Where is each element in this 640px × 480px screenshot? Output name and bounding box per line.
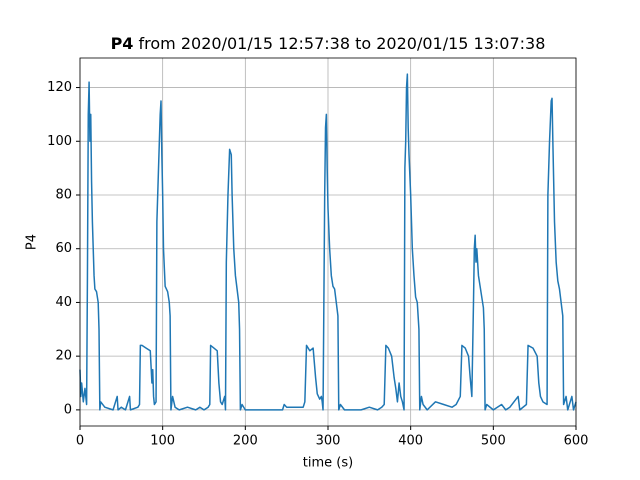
x-tick-label: 600 <box>564 434 589 449</box>
y-tick-label: 100 <box>47 134 72 149</box>
y-tick-label: 0 <box>64 402 72 417</box>
chart-title: P4 from 2020/01/15 12:57:38 to 2020/01/1… <box>111 34 546 53</box>
y-tick-label: 120 <box>47 80 72 95</box>
data-line <box>79 73 577 411</box>
plot-frame <box>79 57 577 427</box>
y-tick-label: 60 <box>55 241 72 256</box>
y-tick-label: 40 <box>55 295 72 310</box>
x-tick-label: 300 <box>316 434 341 449</box>
x-axis-label: time (s) <box>303 456 353 471</box>
title-text: from 2020/01/15 12:57:38 to 2020/01/15 1… <box>139 34 546 53</box>
y-tick-label: 20 <box>55 349 72 364</box>
x-tick-label: 0 <box>76 434 84 449</box>
x-tick-label: 500 <box>481 434 506 449</box>
title-name: P4 <box>111 34 134 53</box>
y-axis-label: P4 <box>25 234 40 250</box>
x-tick-label: 100 <box>150 434 175 449</box>
x-tick-label: 400 <box>398 434 423 449</box>
y-tick-label: 80 <box>55 187 72 202</box>
x-tick-label: 200 <box>233 434 258 449</box>
